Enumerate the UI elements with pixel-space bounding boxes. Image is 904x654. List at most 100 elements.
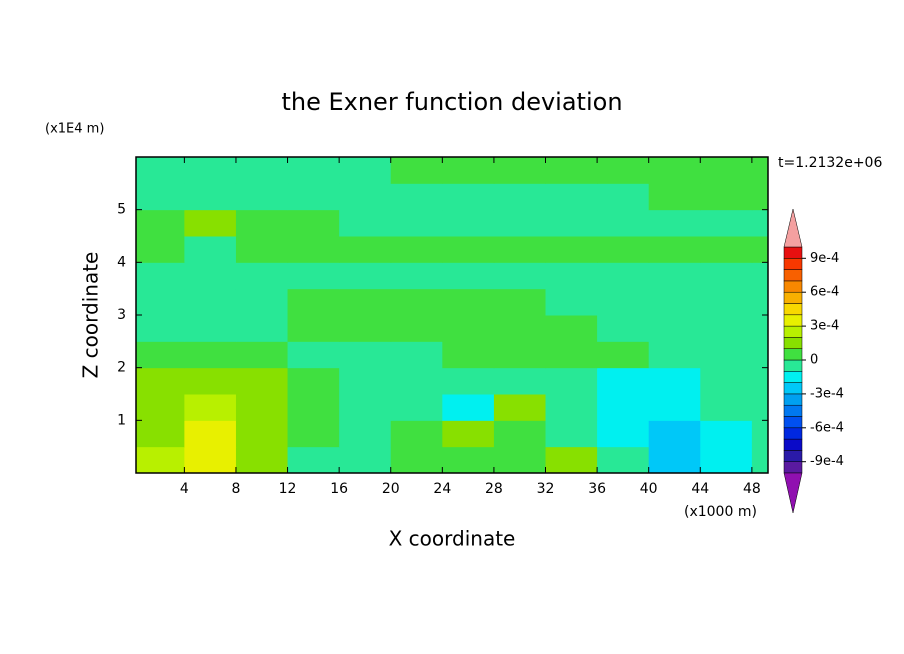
field-cell [545,315,598,342]
field-cell [136,420,185,448]
field-cell [184,157,237,184]
field-cell [235,420,289,448]
field-cell [648,446,701,474]
field-cell [339,394,392,421]
field-cell [339,183,392,211]
field-cell [751,446,769,474]
field-cell [390,420,443,448]
field-cell [648,288,701,316]
field-cell [136,183,185,211]
colorbar-tick-label: -6e-4 [810,420,844,435]
field-cell [287,315,340,342]
field-cell [442,446,495,474]
field-cell [751,183,769,211]
field-cell [235,367,289,395]
field-cell [751,341,769,369]
field-cell [597,367,650,395]
field-cell [136,262,185,290]
field-cell [390,262,443,290]
field-cell [442,236,495,263]
field-cell [700,209,753,237]
x-tick-label: 36 [588,481,606,497]
field-cell [136,288,185,316]
field-cell [493,157,547,184]
field-cell [648,209,701,237]
field-cell [339,446,392,474]
field-cell [597,209,650,237]
field-cell [390,341,443,369]
x-tick-label: 32 [537,481,555,497]
colorbar-bin [783,416,803,429]
field-cell [648,236,701,263]
field-cell [287,394,340,421]
field-cell [287,341,340,369]
x-tick-label: 24 [433,481,451,497]
field-cell [136,367,185,395]
field-cell [339,236,392,263]
field-cell [287,420,340,448]
field-cell [545,183,598,211]
field-cell [700,183,753,211]
colorbar-bin [783,269,803,282]
field-cell [184,315,237,342]
y-axis-label: Z coordinate [79,252,103,379]
field-cell [545,236,598,263]
colorbar-bin [783,438,803,451]
field-cell [287,209,340,237]
y-tick-label: 4 [117,254,126,270]
field-cell [493,315,547,342]
field-cell [493,288,547,316]
field-cell [700,446,753,474]
field-cell [545,288,598,316]
field-cell [287,157,340,184]
field-cell [648,367,701,395]
colorbar-bin [783,314,803,327]
field-cell [751,288,769,316]
field-cell [235,236,289,263]
colorbar-tick-label: 9e-4 [810,251,839,266]
field-cell [287,236,340,263]
field-cell [235,157,289,184]
field-cell [648,420,701,448]
x-tick-label: 28 [485,481,503,497]
field-cell [235,446,289,474]
field-cell [493,446,547,474]
field-cell [339,157,392,184]
colorbar-tick-label: 0 [810,353,818,368]
x-tick-label: 40 [640,481,658,497]
field-cell [339,341,392,369]
colorbar-tick-label: -9e-4 [810,454,844,469]
y-tick-label: 5 [117,202,126,218]
field-cell [184,394,237,421]
field-cell [390,288,443,316]
field-cell [493,183,547,211]
field-cell [235,394,289,421]
field-cell [493,394,547,421]
field-cell [184,367,237,395]
field-cell [700,315,753,342]
field-cell [493,236,547,263]
field-cell [648,262,701,290]
colorbar-bin [783,382,803,395]
field-cell [136,315,185,342]
field-cell [235,209,289,237]
field-cell [545,420,598,448]
colorbar-bin [783,359,803,372]
field-cell [751,394,769,421]
field-cell [287,367,340,395]
field-cell [700,157,753,184]
field-cell [287,262,340,290]
colorbar-under [783,472,803,514]
x-tick-label: 48 [743,481,761,497]
field-cell [235,315,289,342]
field-cell [339,262,392,290]
field-cell [545,446,598,474]
field-cell [442,183,495,211]
field-cell [597,262,650,290]
colorbar-bin [783,404,803,417]
field-cell [184,183,237,211]
colorbar-bin [783,371,803,383]
field-cell [545,157,598,184]
field-cell [493,367,547,395]
field-cell [597,315,650,342]
